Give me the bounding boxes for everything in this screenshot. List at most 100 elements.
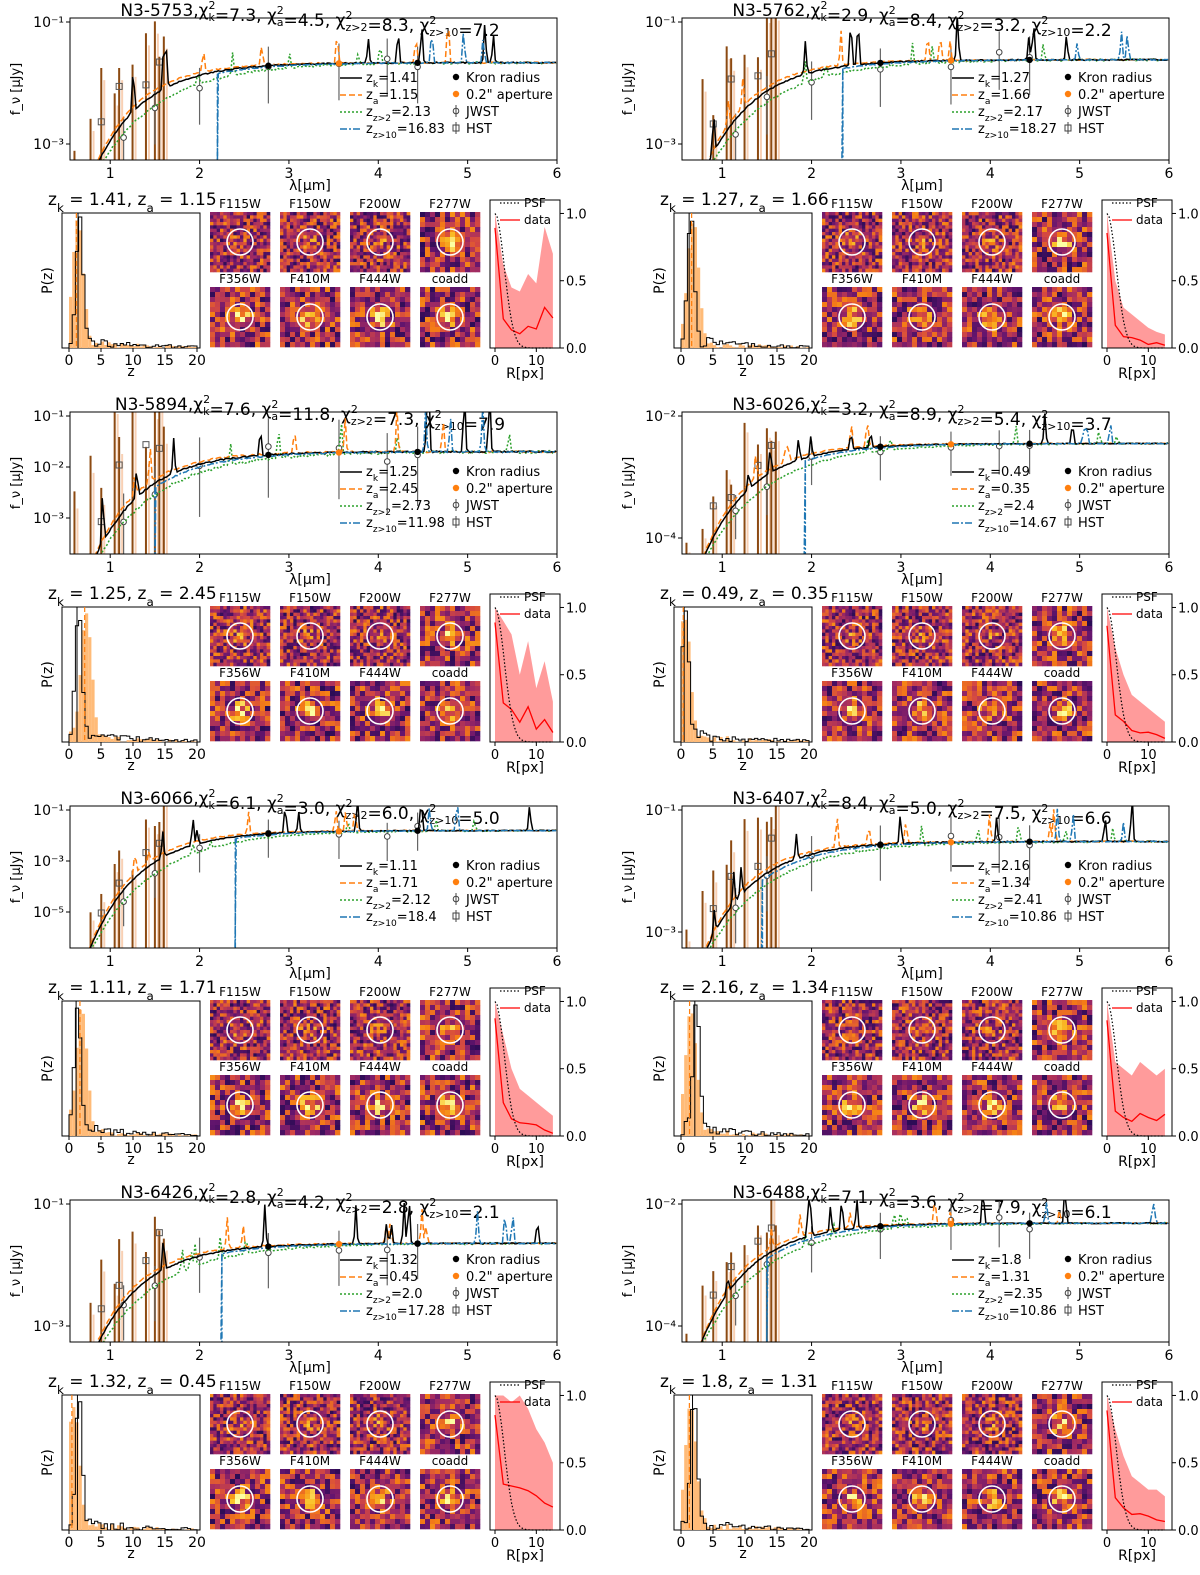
stamp-pixel — [366, 268, 371, 273]
stamp-pixel — [852, 228, 856, 233]
stamp-pixel — [935, 268, 939, 273]
stamp-pixel — [290, 238, 294, 243]
stamp-pixel — [405, 332, 411, 338]
stamp-pixel — [938, 255, 943, 259]
stamp-pixel — [912, 312, 918, 318]
stamp-pixel — [403, 656, 407, 660]
stamp-pixel — [353, 612, 357, 617]
stamp-pixel — [403, 215, 407, 219]
stamp-pixel — [865, 268, 869, 273]
stamp-pixel — [932, 265, 936, 269]
stamp-pixel — [353, 646, 357, 650]
pz-hist-bar-a — [145, 345, 149, 348]
stamp-pixel — [386, 262, 391, 266]
stamp-pixel — [425, 631, 431, 637]
stamp-pixel — [470, 317, 476, 323]
stamp-pixel — [400, 646, 404, 650]
stamp-pixel — [323, 218, 327, 223]
stamp-pixel — [470, 252, 476, 258]
profile-ytick-label: 0.0 — [1178, 342, 1199, 357]
stamp-pixel — [1015, 265, 1019, 269]
stamp-pixel — [226, 626, 231, 630]
stamp-pixel — [266, 228, 271, 233]
stamp-pixel — [862, 222, 866, 226]
stamp-pixel — [822, 337, 828, 343]
stamp-pixel — [300, 662, 304, 667]
stamp-pixel — [403, 258, 407, 263]
stamp-pixel — [972, 287, 978, 293]
stamp-pixel — [376, 606, 381, 610]
stamp-pixel — [430, 232, 436, 238]
stamp-pixel — [396, 622, 401, 627]
stamp-pixel — [1067, 247, 1073, 253]
stamp-pixel — [250, 619, 254, 623]
stamp-pixel — [455, 237, 461, 243]
stamp-pixel — [216, 212, 221, 216]
stamp-pixel — [303, 255, 307, 259]
stamp-pixel — [1042, 297, 1048, 303]
stamp-pixel — [1057, 232, 1063, 238]
stamp-pixel — [978, 252, 983, 256]
stamp-pixel — [1042, 257, 1048, 263]
pz-hist-bar-a — [104, 736, 108, 742]
stamp-pixel — [995, 245, 999, 249]
stamp-pixel — [972, 268, 976, 273]
stamp-pixel — [440, 332, 446, 338]
sed-xtick-label: 2 — [195, 560, 204, 576]
stamp-pixel — [313, 649, 317, 653]
stamp-pixel — [827, 292, 833, 298]
stamp-pixel — [300, 312, 306, 318]
stamp-pixel — [296, 612, 301, 617]
stamp-pixel — [260, 235, 264, 239]
stamp-pixel — [835, 232, 839, 236]
stamp-pixel — [825, 262, 829, 266]
stamp-pixel — [918, 245, 923, 249]
stamp-pixel — [370, 626, 374, 630]
stamp-pixel — [1057, 267, 1063, 273]
stamp-pixel — [925, 268, 929, 273]
stamp-pixel — [245, 302, 251, 308]
stamp-pixel — [380, 212, 384, 216]
stamp-pixel — [1008, 232, 1013, 236]
stamp-pixel — [360, 262, 364, 266]
stamp-pixel — [393, 255, 397, 259]
stamp-pixel — [263, 656, 267, 660]
stamp-pixel — [315, 332, 321, 338]
stamp-pixel — [1082, 322, 1088, 328]
stamp-pixel — [213, 659, 217, 663]
stamp-pixel — [898, 252, 903, 256]
stamp-pixel — [455, 337, 461, 343]
pz-hist-bar-a — [805, 347, 809, 348]
stamp-pixel — [1067, 302, 1073, 308]
stamp-pixel — [396, 218, 401, 223]
stamp-pixel — [383, 612, 387, 617]
stamp-pixel — [326, 262, 331, 266]
stamp-pixel — [325, 292, 331, 298]
stamp-pixel — [293, 265, 297, 269]
stamp-pixel — [256, 659, 261, 663]
stamp-pixel — [420, 337, 426, 343]
stamp-pixel — [350, 252, 354, 256]
stamp-pixel — [263, 652, 267, 657]
stamp-pixel — [450, 247, 456, 253]
stamp-pixel — [982, 212, 986, 216]
stamp-pixel — [386, 255, 391, 259]
stamp-pixel — [360, 228, 364, 233]
stamp-f200w — [350, 212, 411, 273]
stamp-pixel — [445, 317, 451, 323]
stamp-pixel — [355, 322, 361, 328]
stamp-pixel — [370, 252, 374, 256]
stamp-pixel — [370, 317, 376, 323]
stamp-pixel — [240, 307, 246, 313]
stamp-pixel — [1005, 218, 1009, 223]
stamp-pixel — [335, 312, 341, 318]
stamp-pixel — [363, 626, 367, 630]
stamp-pixel — [948, 248, 953, 253]
stamp-pixel — [867, 342, 873, 348]
stamp-pixel — [215, 297, 221, 303]
stamp-pixel — [240, 245, 244, 249]
stamp-pixel — [300, 235, 304, 239]
stamp-pixel — [1072, 287, 1078, 293]
sed-ylabel: f_ν [μJy] — [9, 457, 24, 509]
stamp-pixel — [406, 646, 411, 650]
